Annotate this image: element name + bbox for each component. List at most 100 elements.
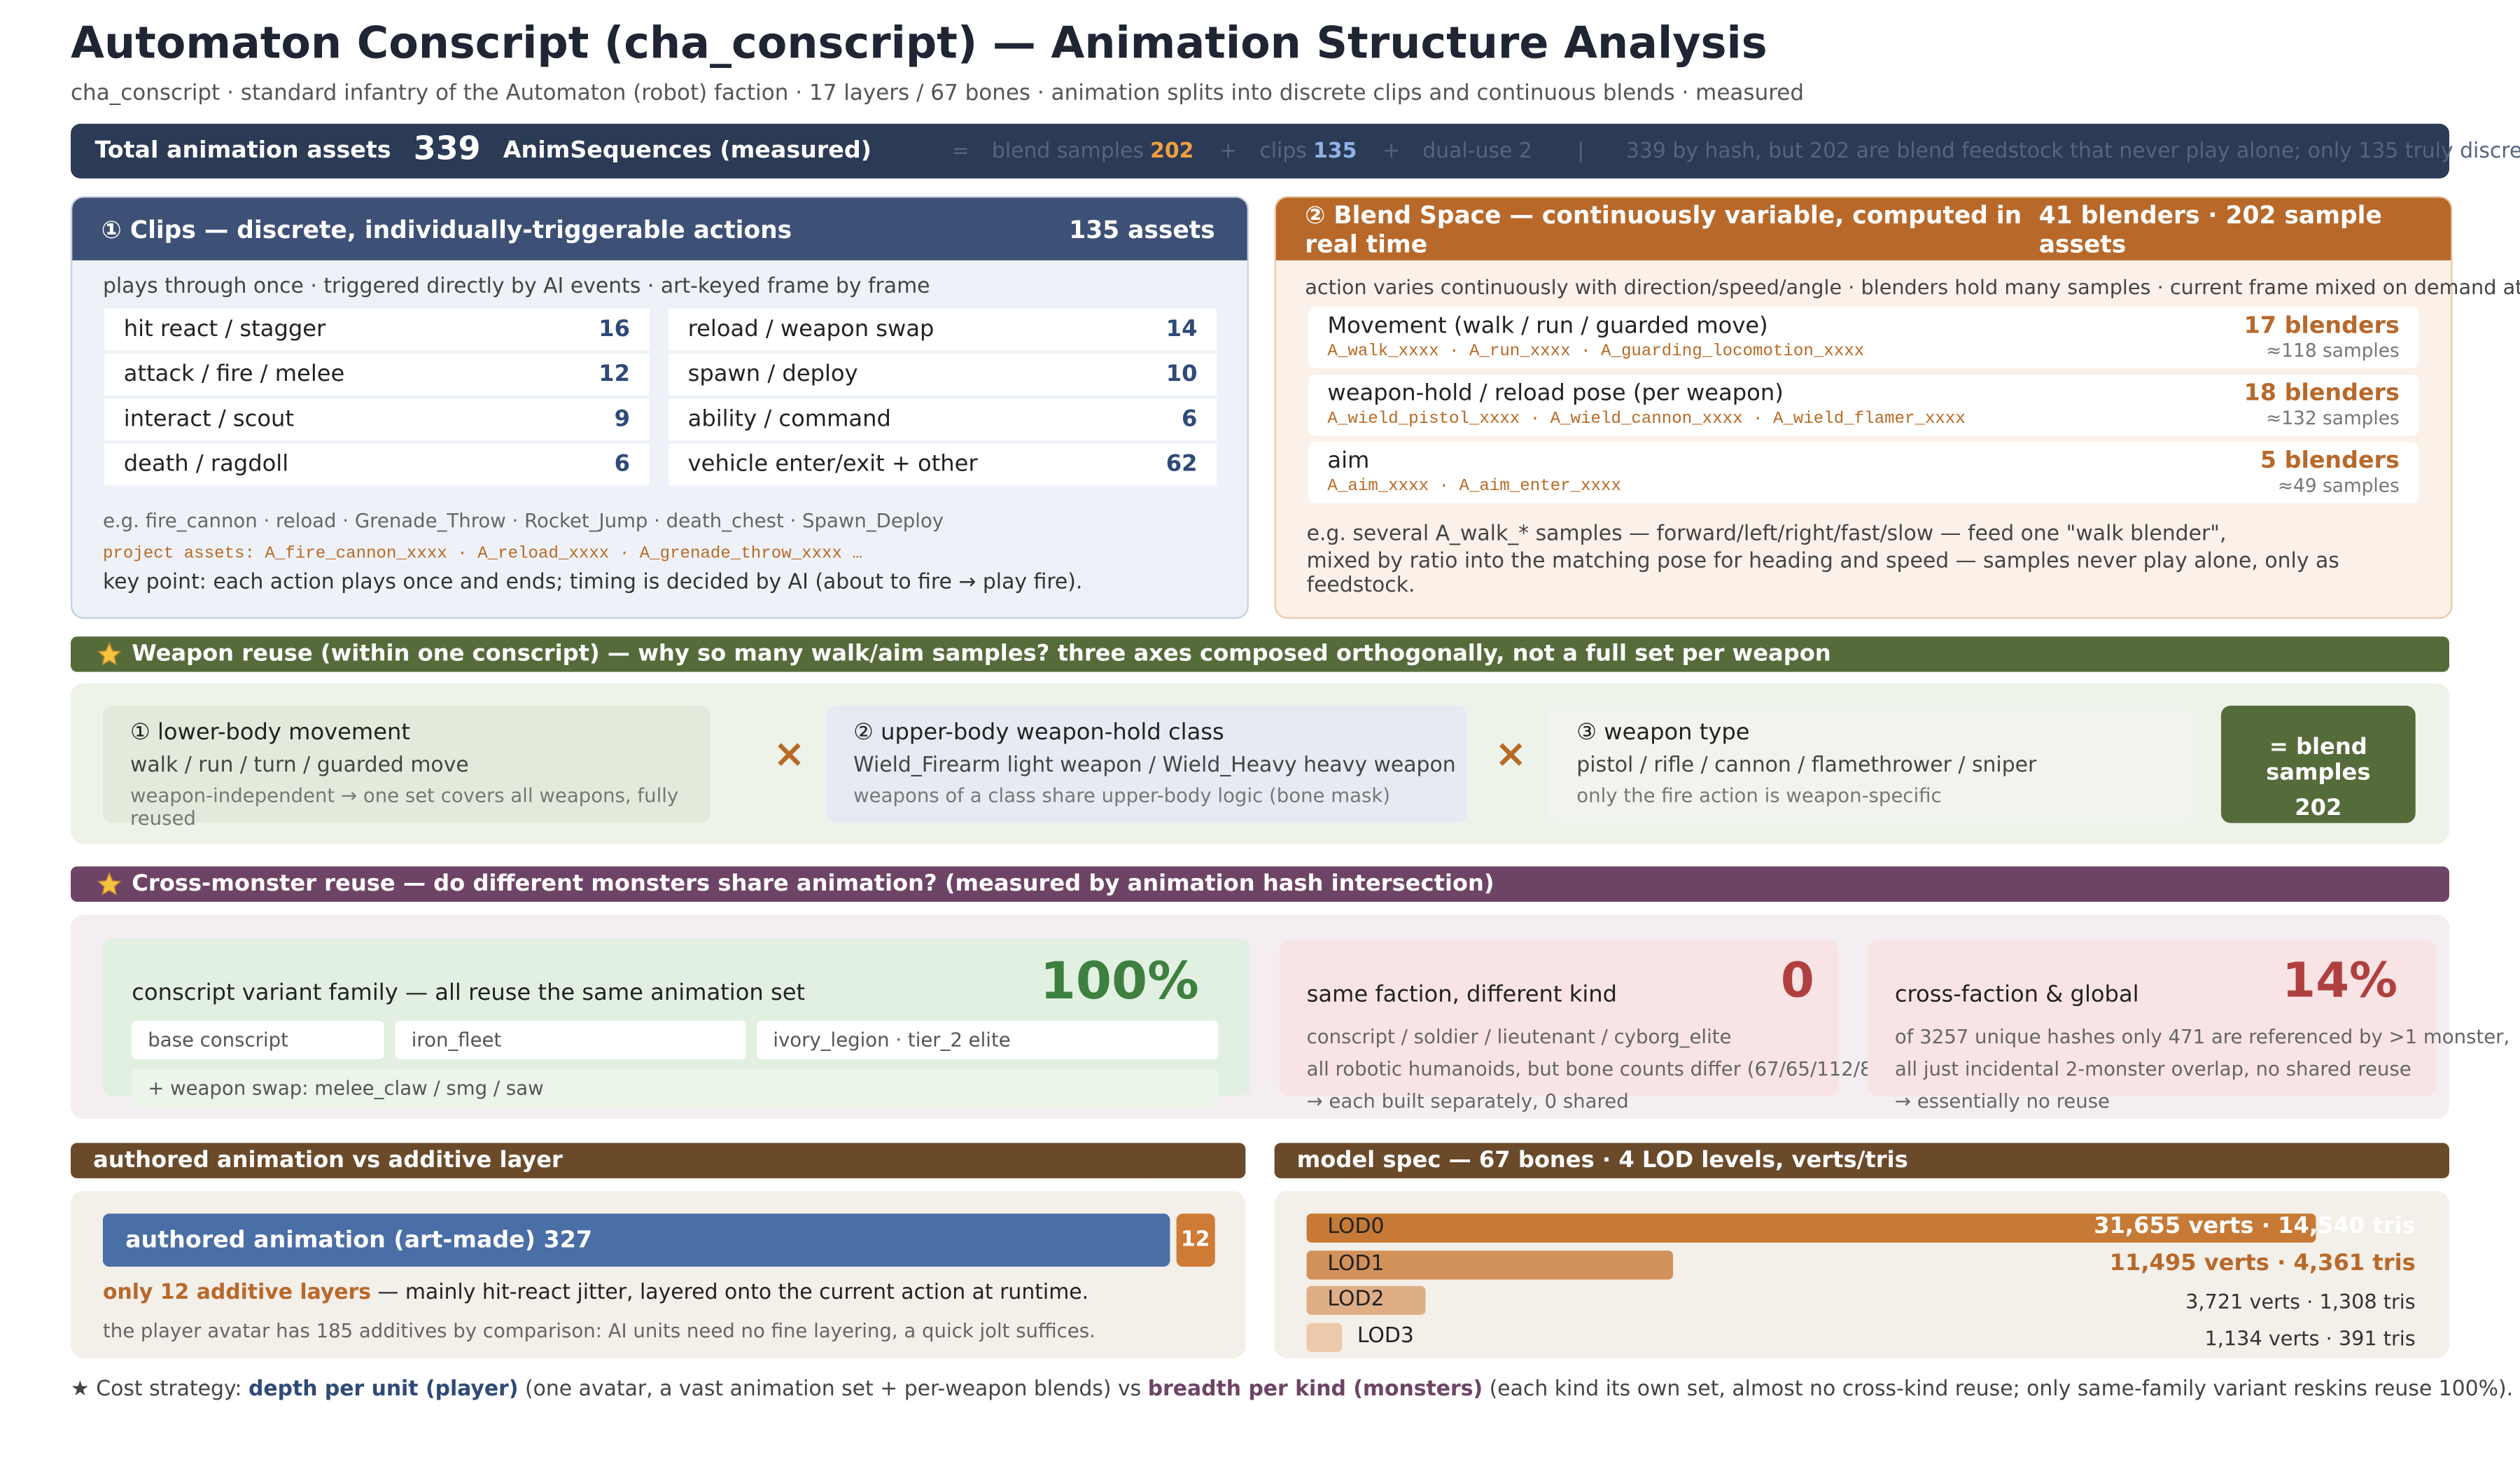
t: ① lower-body movement xyxy=(130,720,410,746)
clip-count: 9 xyxy=(614,406,630,433)
authored-bar: authored animation (art-made) 327 xyxy=(102,1213,1170,1267)
blend-assets: A_walk_xxxx · A_run_xxxx · A_guarding_lo… xyxy=(1327,342,1865,362)
blend-header: ② Blend Space — continuously variable, c… xyxy=(1275,197,2451,260)
footer-note: ★ Cost strategy: depth per unit (player)… xyxy=(71,1378,2513,1402)
clip-count: 6 xyxy=(1182,406,1198,433)
tag: ivory_legion · tier_2 elite xyxy=(757,1020,1219,1059)
l: → each built separately, 0 shared xyxy=(1306,1089,1629,1113)
summary-bar: Total animation assets 339 AnimSequences… xyxy=(71,123,2520,179)
clips-header: ① Clips — discrete, individually-trigger… xyxy=(72,197,1247,260)
blend-samples: ≈49 samples xyxy=(2277,474,2400,497)
n: weapons of a class share upper-body logi… xyxy=(853,784,1391,807)
span: 135 assets xyxy=(1069,214,1215,244)
lod-name: LOD0 xyxy=(1327,1215,1385,1240)
span: 41 blenders · 202 sample assets xyxy=(2038,200,2382,258)
blend-name: Movement (walk / run / guarded move) xyxy=(1327,313,1768,340)
dim: = xyxy=(951,139,969,164)
blend-row: aim A_aim_xxxx · A_aim_enter_xxxx 5 blende… xyxy=(1308,442,2419,503)
t: ② upper-body weapon-hold class xyxy=(853,720,1224,746)
tag: base conscript xyxy=(132,1020,384,1059)
clip-name: reload / weapon swap xyxy=(687,316,934,343)
lod-name: LOD1 xyxy=(1327,1251,1385,1276)
lod-summary: 3,721 verts · 1,308 tris xyxy=(2185,1289,2416,1313)
t: same faction, different kind xyxy=(1306,982,1618,1008)
n: only the fire action is weapon-specific xyxy=(1576,784,1942,807)
clip-row: hit react / stagger 16 xyxy=(104,308,650,351)
cross-band: Cross-monster reuse — do different monst… xyxy=(71,866,2449,902)
span: authored animation vs additive layer xyxy=(93,1148,563,1174)
span: (each kind its own set, almost no cross-… xyxy=(1483,1377,2514,1402)
clips-panel: ① Clips — discrete, individually-trigger… xyxy=(71,196,1249,619)
star-icon xyxy=(97,872,122,895)
additive-bar: 12 xyxy=(1175,1213,1215,1267)
span: Weapon reuse (within one conscript) — wh… xyxy=(132,641,1831,667)
model-band: model spec — 67 bones · 4 LOD levels, ve… xyxy=(1274,1143,2449,1178)
small: the player avatar has 185 additives by c… xyxy=(102,1319,1096,1343)
blend-left: aim A_aim_xxxx · A_aim_enter_xxxx xyxy=(1327,449,1621,497)
span: Total animation assets xyxy=(94,138,391,165)
model-box: LOD0 31,655 verts · 14,540 tris LOD1 11,495… xyxy=(1274,1191,2449,1359)
clip-name: attack / fire / melee xyxy=(123,361,345,388)
l: → essentially no reuse xyxy=(1894,1089,2110,1113)
clip-count: 12 xyxy=(598,361,630,388)
blend-name: weapon-hold / reload pose (per weapon) xyxy=(1327,381,1784,407)
div: = blend samples xyxy=(2266,734,2371,786)
path xyxy=(97,642,122,666)
blend-assets: A_wield_pistol_xxxx · A_wield_cannon_xxx… xyxy=(1327,410,1966,430)
weapon-section: ① lower-body movement walk / run / turn /… xyxy=(71,683,2449,844)
tag: + weapon swap: melee_claw / smg / saw xyxy=(132,1068,1219,1108)
intro: action varies continuously with directio… xyxy=(1305,274,2520,300)
clip-name: ability / command xyxy=(687,406,891,433)
clip-name: hit react / stagger xyxy=(123,316,326,343)
blend-samples: ≈118 samples xyxy=(2266,339,2400,362)
span: — mainly hit-react jitter, layered onto … xyxy=(371,1281,1089,1306)
b: only 12 additive layers xyxy=(102,1281,372,1306)
blend-count: 5 blenders xyxy=(2260,448,2400,475)
family-card: conscript variant family — all reuse the… xyxy=(102,938,1251,1108)
blend-left: Movement (walk / run / guarded move) A_wa… xyxy=(1327,314,1864,362)
blend-rows: Movement (walk / run / guarded move) A_wa… xyxy=(1276,307,2451,503)
lod-summary: 1,134 verts · 391 tris xyxy=(2204,1325,2416,1350)
blend-panel: ② Blend Space — continuously variable, c… xyxy=(1274,196,2520,619)
clip-count: 16 xyxy=(598,316,630,343)
n: weapon-independent → one set covers all … xyxy=(130,784,679,830)
additive-note: only 12 additive layers — mainly hit-rea… xyxy=(103,1281,1088,1305)
blend-right: 5 blenders ≈49 samples xyxy=(2260,449,2400,497)
clip-name: death / ragdoll xyxy=(123,452,289,477)
lod-summary: 31,655 verts · 14,540 tris xyxy=(2094,1213,2416,1240)
dim: blend samples xyxy=(991,139,1144,164)
dim: | xyxy=(1577,139,1585,164)
l: all just incidental 2-monster overlap, n… xyxy=(1894,1057,2412,1080)
blend-assets: A_aim_xxxx · A_aim_enter_xxxx xyxy=(1327,477,1621,497)
div: key point: each action plays once and en… xyxy=(102,571,1083,595)
b: depth per unit (player) xyxy=(248,1377,519,1402)
blend-row: weapon-hold / reload pose (per weapon) A_… xyxy=(1308,374,2419,436)
clip-name: vehicle enter/exit + other xyxy=(687,452,978,477)
authored-band: authored animation vs additive layer xyxy=(71,1143,1246,1178)
authored-box: only 12 additive layers — mainly hit-rea… xyxy=(71,1191,1246,1359)
intro: plays through once · triggered directly … xyxy=(102,274,930,300)
dim: clips xyxy=(1259,139,1307,164)
clip-count: 6 xyxy=(614,452,630,477)
star-icon xyxy=(97,642,122,666)
blend-count: 18 blenders xyxy=(2244,381,2400,407)
clip-row: spawn / deploy 10 xyxy=(668,354,1217,396)
span: ① Clips — discrete, individually-trigger… xyxy=(101,214,792,244)
abs: conscript variant family — all reuse the… xyxy=(132,980,806,1007)
lod-bar xyxy=(1306,1285,1426,1316)
clip-row: death / ragdoll 6 xyxy=(104,443,650,486)
dim: 339 by hash, but 202 are blend feedstock… xyxy=(1625,139,2520,164)
clip-name: spawn / deploy xyxy=(687,361,858,388)
x: pistol / rifle / cannon / flamethrower /… xyxy=(1576,753,2037,779)
abs: 100% xyxy=(1040,949,1199,1012)
reuse-card: cross-faction & global 14% of 3257 unique… xyxy=(1867,940,2510,1113)
page-subtitle: cha_conscript · standard infantry of the… xyxy=(71,80,1805,106)
span: AnimSequences (measured) xyxy=(503,138,872,165)
clip-row: vehicle enter/exit + other 62 xyxy=(668,443,1217,486)
s: 0 xyxy=(1780,953,1814,1010)
lod-summary: 11,495 verts · 4,361 tris xyxy=(2109,1250,2416,1276)
x: Wield_Firearm light weapon / Wield_Heavy… xyxy=(853,753,1456,779)
